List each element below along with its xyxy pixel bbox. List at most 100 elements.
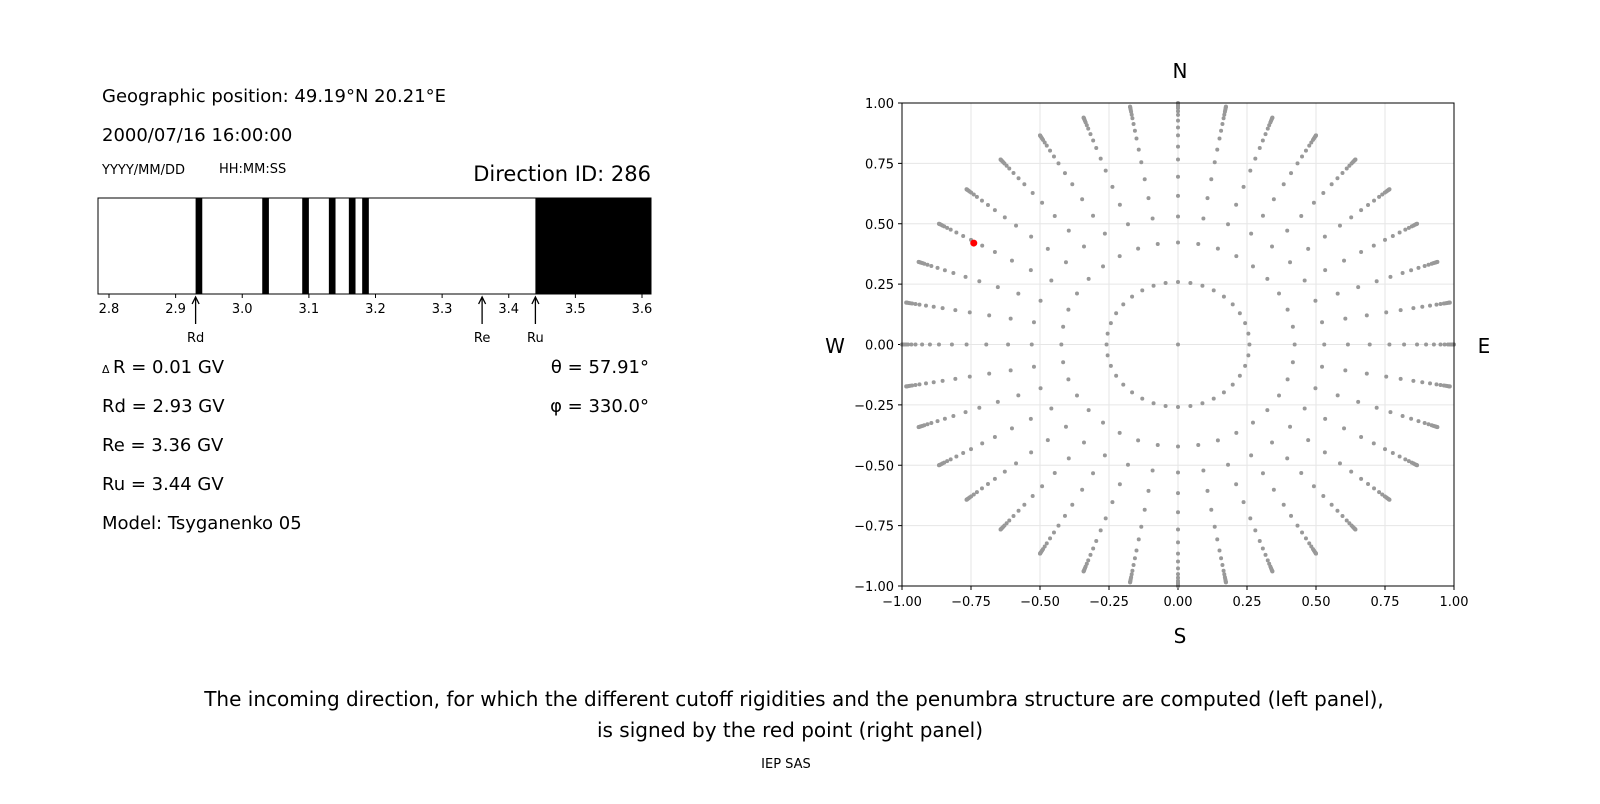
direction-point (1307, 541, 1312, 546)
direction-point (1176, 118, 1180, 123)
direction-point (1270, 440, 1275, 445)
direction-point (1188, 404, 1193, 409)
direction-point (1364, 313, 1369, 318)
direction-point (1136, 246, 1141, 251)
direction-point (1081, 244, 1086, 249)
direction-point (1271, 487, 1276, 492)
direction-point (992, 250, 997, 255)
direction-point (1383, 447, 1387, 452)
direction-point (1201, 468, 1206, 473)
ru-value: Ru = 3.44 GV (102, 474, 224, 495)
direction-point (1377, 490, 1382, 495)
direction-point (1221, 390, 1226, 395)
direction-point (1081, 569, 1086, 574)
direction-point (1248, 168, 1253, 173)
direction-point (1295, 523, 1300, 528)
x-tick-label: 0.25 (1233, 595, 1262, 610)
direction-point (1343, 368, 1348, 373)
direction-point (1006, 342, 1011, 347)
direction-point (1117, 482, 1122, 487)
direction-point (1011, 170, 1016, 175)
direction-point (1215, 438, 1220, 443)
direction-point (1151, 283, 1156, 288)
direction-point (940, 306, 945, 311)
direction-point (1285, 456, 1290, 461)
direction-point (1176, 551, 1180, 556)
direction-point (1367, 342, 1372, 347)
direction-point (1250, 264, 1255, 269)
direction-point (1030, 190, 1035, 195)
direction-point (1249, 231, 1254, 236)
direction-point (1136, 147, 1141, 152)
direction-point (1397, 230, 1402, 235)
direction-point (1442, 342, 1447, 347)
direction-point (1108, 321, 1113, 326)
direction-point (964, 187, 969, 192)
direction-point (1356, 285, 1361, 290)
direction-point (1080, 487, 1085, 492)
x-tick-label: 0.00 (1164, 595, 1193, 610)
direction-point (1313, 298, 1318, 303)
direction-point (1163, 404, 1168, 409)
direction-point (916, 259, 921, 264)
direction-id: Direction ID: 286 (473, 162, 651, 186)
direction-point (1424, 342, 1429, 347)
direction-point (1359, 250, 1364, 255)
direction-point (1345, 342, 1350, 347)
direction-point (1176, 125, 1180, 130)
direction-point (1094, 539, 1099, 544)
direction-point (1398, 308, 1403, 313)
direction-point (1048, 536, 1053, 541)
re-value: Re = 3.36 GV (102, 435, 224, 456)
direction-point (931, 304, 936, 309)
direction-point (1303, 536, 1308, 541)
footer: IEP SAS (761, 757, 811, 772)
direction-point (1285, 307, 1290, 312)
direction-point (1438, 342, 1443, 347)
direction-point (1241, 184, 1246, 189)
direction-point (1030, 494, 1035, 499)
direction-point (1306, 438, 1311, 443)
direction-point (1281, 182, 1286, 187)
x-tick-label: 3.5 (565, 302, 586, 317)
direction-point (1212, 524, 1217, 529)
direction-point (1130, 390, 1135, 395)
direction-point (1243, 363, 1248, 368)
direction-point (1176, 405, 1180, 410)
direction-point (1371, 441, 1376, 446)
direction-point (1270, 569, 1275, 574)
direction-point (925, 422, 930, 427)
direction-point (1212, 160, 1217, 165)
compass-north: N (1173, 59, 1188, 83)
direction-point (1211, 288, 1216, 293)
direction-point (904, 384, 909, 389)
direction-point (1384, 310, 1389, 315)
marker-label-ru: Ru (527, 331, 544, 346)
direction-point (1028, 268, 1033, 273)
penumbra-frame (97, 197, 652, 295)
direction-point (923, 381, 928, 386)
direction-point (1265, 126, 1270, 131)
penumbra-band (262, 198, 269, 294)
direction-point (1150, 216, 1155, 221)
direction-point (1320, 320, 1325, 325)
direction-point (1131, 121, 1136, 126)
direction-point (1038, 133, 1042, 138)
direction-point (992, 208, 997, 213)
direction-point (1263, 552, 1268, 557)
direction-point (1103, 168, 1108, 173)
direction-point (1052, 213, 1057, 218)
direction-point (1340, 170, 1345, 175)
direction-point (1422, 421, 1427, 426)
direction-point (1344, 518, 1349, 523)
y-tick-label: −0.75 (854, 520, 894, 535)
y-tick-label: −0.50 (854, 459, 894, 474)
direction-point (1146, 196, 1151, 201)
direction-point (1009, 426, 1014, 431)
direction-point (1234, 482, 1239, 487)
direction-point (1110, 184, 1115, 189)
direction-point (1387, 342, 1392, 347)
direction-point (987, 313, 992, 318)
direction-point (1215, 147, 1220, 152)
direction-point (1371, 243, 1376, 248)
